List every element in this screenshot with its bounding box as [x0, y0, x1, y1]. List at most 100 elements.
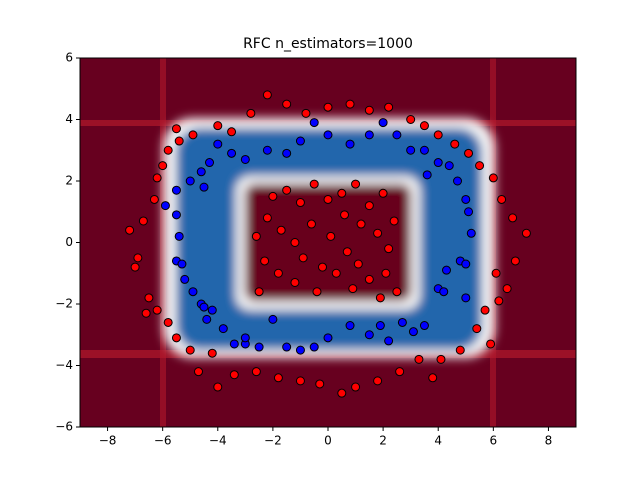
scatter-point [364, 105, 374, 115]
scatter-point [260, 256, 270, 266]
scatter-point [309, 179, 319, 189]
scatter-point [439, 287, 449, 297]
scatter-point [378, 188, 388, 198]
scatter-point [461, 293, 471, 303]
scatter-point [240, 154, 250, 164]
scatter-point [428, 373, 438, 383]
scatter-point [213, 382, 223, 392]
scatter-point [290, 238, 300, 247]
scatter-point [494, 296, 504, 306]
scatter-point [254, 287, 264, 297]
scatter-point [282, 342, 292, 352]
scatter-point [149, 194, 159, 204]
scatter-point [375, 293, 385, 303]
scatter-point [364, 130, 374, 140]
scatter-point [125, 225, 135, 235]
scatter-point [508, 213, 518, 223]
scatter-point [317, 262, 327, 272]
x-tick-label: 0 [324, 434, 332, 448]
scatter-point [342, 247, 352, 257]
scatter-point [472, 324, 482, 334]
scatter-point [306, 219, 316, 229]
scatter-point [419, 321, 429, 331]
scatter-point [229, 370, 239, 380]
x-tick-label: 8 [545, 434, 553, 448]
scatter-point [185, 345, 195, 355]
scatter-point [163, 145, 173, 155]
scatter-point [384, 336, 394, 346]
scatter-point [364, 274, 374, 284]
scatter-point [521, 228, 531, 238]
scatter-point [295, 345, 305, 355]
scatter-point [268, 191, 278, 201]
scatter-point [240, 333, 250, 343]
scatter-point [433, 158, 443, 168]
scatter-point [510, 256, 520, 266]
scatter-point [207, 348, 217, 358]
scatter-point [152, 173, 162, 183]
scatter-point [395, 367, 405, 377]
scatter-point [262, 213, 272, 223]
scatter-point [464, 148, 474, 158]
scatter-point [422, 170, 432, 180]
scatter-point [268, 314, 278, 324]
scatter-point [251, 231, 261, 241]
scatter-point [205, 158, 215, 168]
scatter-point [138, 216, 148, 226]
scatter-point [497, 194, 507, 204]
scatter-point [433, 130, 443, 140]
scatter-point [464, 207, 474, 217]
scatter-point [323, 194, 333, 204]
scatter-point [207, 305, 217, 315]
scatter-point [188, 287, 198, 297]
scatter-point [326, 231, 336, 241]
scatter-point [282, 185, 292, 195]
scatter-point [364, 330, 374, 340]
scatter-point [227, 127, 237, 137]
scatter-point [461, 259, 471, 269]
scatter-point [414, 354, 424, 364]
scatter-point [199, 302, 209, 312]
scatter-point [436, 354, 446, 364]
scatter-point [408, 327, 418, 337]
scatter-point [174, 231, 184, 241]
scatter-point [353, 259, 363, 269]
scatter-point [282, 99, 292, 109]
x-tick-label: −6 [154, 434, 172, 448]
scatter-point [180, 274, 190, 284]
scatter-point [301, 108, 311, 118]
scatter-point [141, 308, 151, 318]
scatter-point [323, 102, 333, 112]
scatter-point [295, 136, 305, 146]
scatter-point [273, 268, 283, 278]
scatter-point [174, 136, 184, 146]
y-tick-label: 6 [65, 51, 73, 65]
chart-title: RFC n_estimators=1000 [243, 36, 413, 52]
y-tick-label: −2 [55, 297, 73, 311]
scatter-point [254, 342, 264, 352]
scatter-point [185, 176, 195, 186]
scatter-point [392, 130, 402, 140]
scatter-point [406, 145, 416, 155]
scatter-point [152, 305, 162, 315]
y-tick-label: 0 [65, 235, 73, 249]
scatter-point [397, 317, 407, 327]
scatter-point [392, 287, 402, 297]
scatter-point [373, 228, 383, 238]
scatter-point [282, 148, 292, 158]
y-tick-label: −6 [55, 420, 73, 434]
scatter-point [290, 277, 300, 287]
scatter-point [444, 161, 454, 171]
scatter-point [213, 121, 223, 131]
scatter-point [213, 139, 223, 149]
scatter-point [273, 373, 283, 383]
scatter-point [475, 161, 485, 171]
scatter-point [309, 342, 319, 352]
x-tick-label: 2 [379, 434, 387, 448]
scatter-point [406, 115, 416, 124]
scatter-point [218, 324, 228, 334]
x-tick-label: 6 [490, 434, 498, 448]
scatter-point [340, 210, 350, 220]
